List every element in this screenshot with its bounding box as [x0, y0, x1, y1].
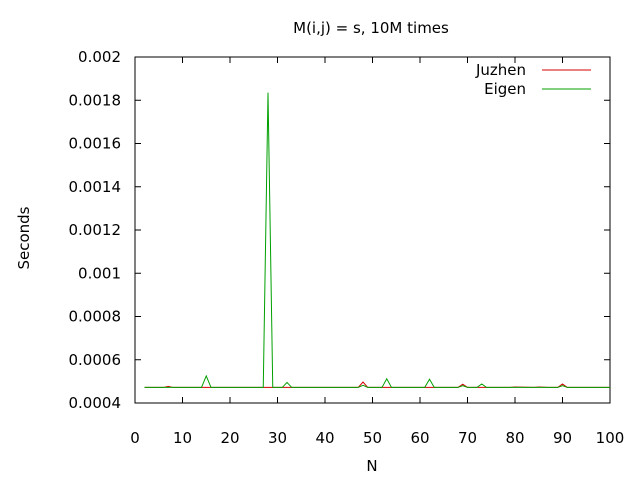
y-tick-label: 0.0004	[69, 394, 122, 412]
x-axis: 0 10 20 30 40 50 60 70 80 90 100	[130, 57, 624, 447]
y-tick-label: 0.001	[78, 264, 121, 282]
y-axis: 0.0004 0.0006 0.0008 0.001 0.0012 0.0014 0.001…	[69, 48, 610, 412]
x-tick-label: 70	[458, 429, 477, 447]
x-tick-label: 0	[130, 429, 140, 447]
x-tick-label: 90	[553, 429, 572, 447]
series-line-juzhen	[144, 381, 610, 388]
series-layer	[144, 92, 610, 388]
legend-label-juzhen: Juzhen	[475, 61, 526, 79]
x-tick-label: 60	[410, 429, 429, 447]
series-line-eigen	[144, 92, 610, 388]
y-tick-label: 0.0008	[69, 308, 122, 326]
y-tick-label: 0.0006	[69, 351, 122, 369]
y-axis-label: Seconds	[15, 206, 33, 269]
x-tick-label: 20	[220, 429, 239, 447]
y-tick-label: 0.0016	[69, 135, 122, 153]
x-tick-label: 100	[596, 429, 625, 447]
x-tick-label: 30	[268, 429, 287, 447]
plot-frame	[134, 56, 611, 404]
y-tick-label: 0.0012	[69, 221, 122, 239]
legend-label-eigen: Eigen	[484, 80, 526, 98]
y-tick-label: 0.0014	[69, 178, 122, 196]
y-tick-label: 0.002	[78, 48, 121, 66]
x-tick-label: 80	[505, 429, 524, 447]
x-tick-label: 40	[315, 429, 334, 447]
x-tick-label: 10	[173, 429, 192, 447]
chart-title: M(i,j) = s, 10M times	[293, 19, 449, 37]
y-tick-label: 0.0018	[69, 91, 122, 109]
x-axis-label: N	[366, 457, 377, 475]
x-tick-label: 50	[363, 429, 382, 447]
